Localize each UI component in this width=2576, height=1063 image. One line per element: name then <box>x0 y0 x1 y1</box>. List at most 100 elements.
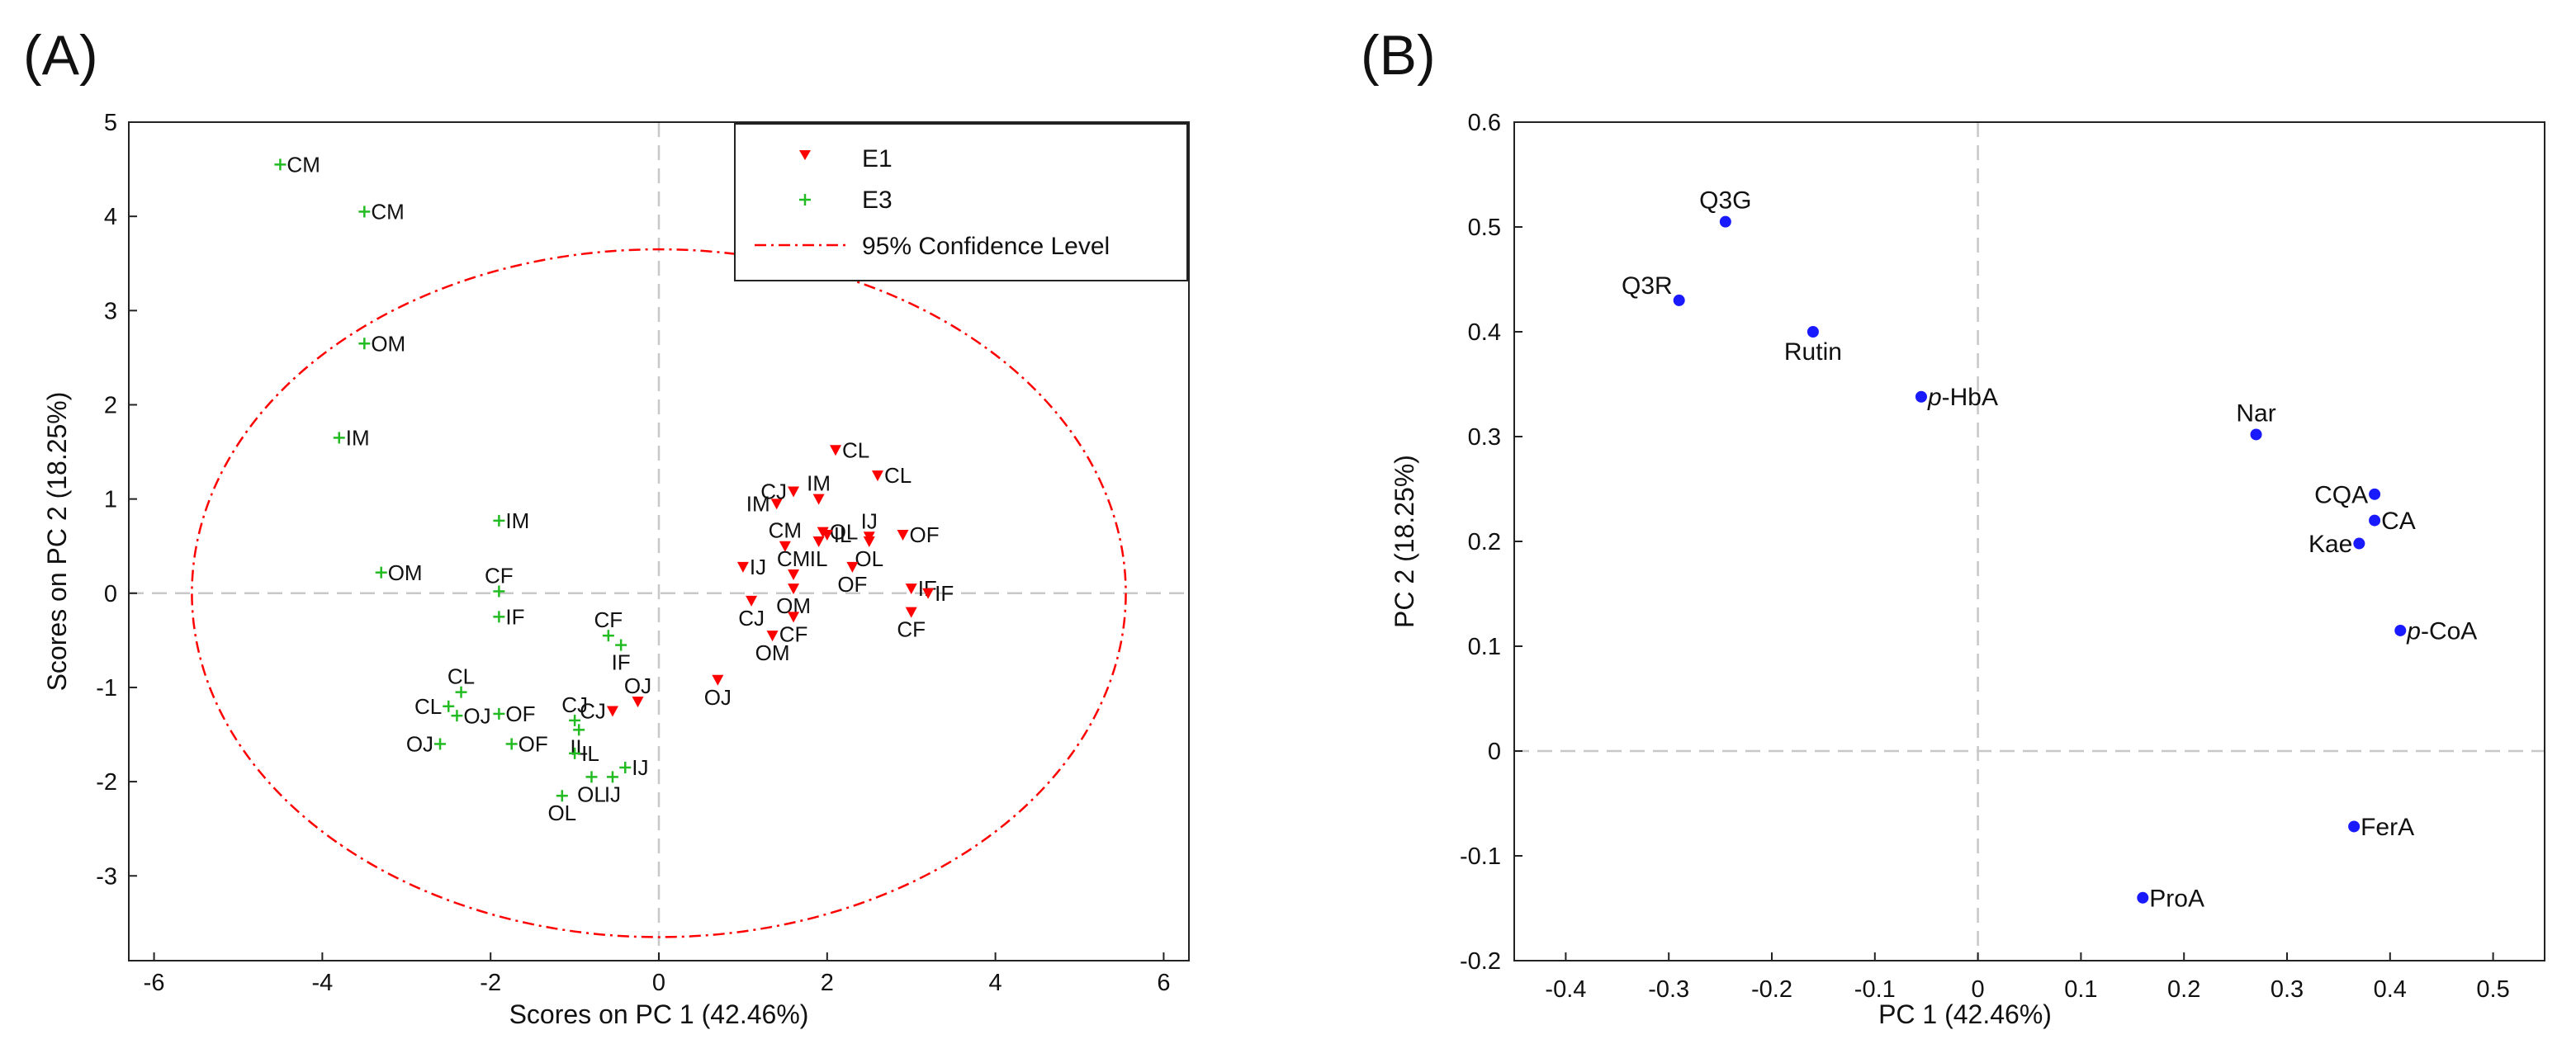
e3-point <box>375 566 387 579</box>
point-label: OJ <box>704 685 732 710</box>
e3-point <box>443 700 455 712</box>
panel-b-y-axis-label: PC 2 (18.25%) <box>1390 455 1419 628</box>
loading-point <box>2369 514 2381 527</box>
e1-point <box>712 674 724 686</box>
panel-a-plot-frame <box>128 121 1190 961</box>
point-label: CJ <box>738 606 765 631</box>
loading-point <box>1673 294 1685 306</box>
e1-point <box>830 445 841 456</box>
loading-point <box>2137 891 2149 904</box>
panel-a-y-tick-label: 3 <box>104 298 117 324</box>
point-label: OF <box>837 572 867 597</box>
panel-b: (B) -0.4 -0.3 -0.2 -0.1 0 0.1 0.2 0.3 0.4 0.5 0.6 0… <box>1361 24 2545 1029</box>
loading-label: Kae <box>2308 531 2352 558</box>
e3-point <box>493 585 505 598</box>
e1-point <box>871 470 883 482</box>
e3-point <box>358 206 371 218</box>
panel-b-x-tick-label: -0.1 <box>1854 976 1896 1003</box>
panel-a-y-tick-label: 5 <box>104 110 117 136</box>
point-label: IJ <box>861 508 878 533</box>
point-label: IJ <box>604 782 621 806</box>
point-label: IF <box>612 650 631 675</box>
point-label: OF <box>505 702 535 726</box>
panel-b-x-tick-label: 0.1 <box>2064 976 2097 1003</box>
point-label: OL <box>577 782 606 806</box>
loading-point <box>2348 820 2361 833</box>
point-label: CM <box>371 200 404 224</box>
point-label: CJ <box>580 699 606 724</box>
panel-b-y-tick-label: 0 <box>1488 739 1501 765</box>
point-label: IJ <box>750 555 766 579</box>
e1-point <box>746 595 758 607</box>
point-label: OM <box>371 331 405 356</box>
loading-label: FerA <box>2361 814 2414 841</box>
panel-b-y-tick-label: -0.1 <box>1460 843 1501 870</box>
point-label: OF <box>519 732 548 757</box>
point-label: OL <box>830 520 859 545</box>
e1-point <box>846 561 859 573</box>
e3-point <box>493 514 505 527</box>
e3-point <box>493 707 505 720</box>
loading-label: Nar <box>2236 399 2275 427</box>
panel-b-x-tick-label: 0.5 <box>2476 976 2509 1003</box>
point-label: CM <box>777 546 810 571</box>
loading-label: CQA <box>2314 481 2368 508</box>
e1-point <box>736 561 749 573</box>
e1-point <box>766 631 779 642</box>
e1-point <box>897 530 909 541</box>
point-label: IM <box>346 426 370 451</box>
panel-a-x-tick-label: -2 <box>480 970 501 996</box>
loading-point <box>2353 537 2365 550</box>
panel-a-x-tick-label: 4 <box>989 970 1002 996</box>
point-label: OL <box>855 546 883 571</box>
panel-a-legend: E1 E3 95% Confidence Level <box>734 123 1188 281</box>
loading-label: CA <box>2381 508 2416 535</box>
panel-a-x-tick-label: -4 <box>311 970 333 996</box>
e3-point <box>358 338 371 350</box>
point-label: IJ <box>632 755 648 780</box>
e3-point <box>602 630 614 642</box>
e3-point <box>505 738 518 750</box>
loading-point <box>2369 488 2381 500</box>
legend-box <box>734 123 1188 281</box>
loading-label: Rutin <box>1784 338 1842 366</box>
panel-b-y-tick-label: 0.5 <box>1468 215 1501 241</box>
loading-point <box>1807 326 1819 338</box>
e3-point <box>606 771 618 783</box>
legend-e3-label: E3 <box>862 187 893 214</box>
panel-a-y-tick-label: 4 <box>104 204 117 230</box>
legend-e3-marker <box>799 194 811 206</box>
e1-point <box>863 536 875 547</box>
point-label: CL <box>414 694 442 719</box>
panel-a-y-tick-label: 2 <box>104 392 117 418</box>
point-label: IL <box>810 546 828 571</box>
panel-a-y-tick-label: 0 <box>104 581 117 607</box>
e1-point <box>779 541 791 552</box>
panel-b-y-tick-label: -0.2 <box>1460 948 1501 975</box>
loading-label: Q3G <box>1699 187 1751 215</box>
e1-point <box>812 494 825 505</box>
e3-point <box>333 432 345 444</box>
point-label: CF <box>594 607 623 632</box>
e3-point <box>569 747 581 759</box>
panel-a-x-tick-label: 6 <box>1157 970 1170 996</box>
point-label: CJ <box>760 480 787 504</box>
loading-label: p-CoA <box>2406 617 2477 645</box>
legend-confidence-label: 95% Confidence Level <box>862 233 1110 260</box>
point-label: OJ <box>463 703 490 728</box>
point-label: IM <box>746 491 770 516</box>
point-label: IM <box>807 471 831 496</box>
panel-b-x-tick-label: -0.3 <box>1648 976 1689 1003</box>
e1-point <box>788 486 800 498</box>
e3-point <box>274 158 286 171</box>
point-label: IF <box>935 581 954 606</box>
panel-b-plot-frame <box>1513 121 2545 961</box>
e3-point <box>573 724 585 736</box>
e1-point <box>788 583 800 595</box>
point-label: CJ <box>561 692 588 717</box>
e1-point <box>905 607 917 618</box>
point-label: CF <box>897 617 926 642</box>
point-label: OJ <box>406 732 433 757</box>
panel-b-y-tick-label: 0.1 <box>1468 634 1501 660</box>
